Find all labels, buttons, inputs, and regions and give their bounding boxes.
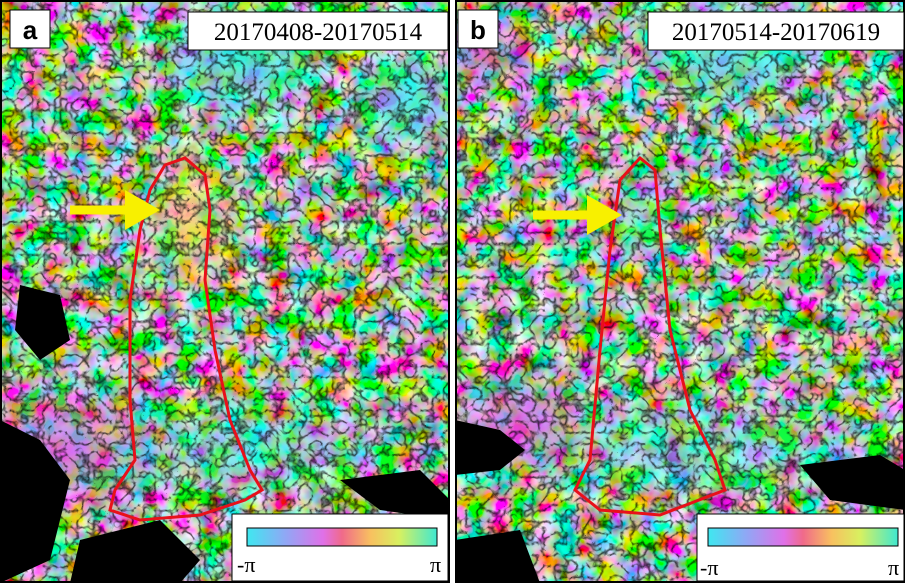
colorbar-min: -π [237,552,255,577]
panel-b-image [420,0,905,583]
colorbar-box [232,514,448,581]
panel-label: a [23,15,38,45]
panel-a-image [0,0,480,583]
panel-label: b [470,15,486,45]
colorbar [247,528,437,546]
date-range: 20170408-20170514 [214,19,423,46]
colorbar-max: π [888,555,899,580]
figure: a 20170408-20170514 -π π b 20170514-2017… [0,0,905,583]
colorbar-max: π [430,552,441,577]
colorbar-min: -π [700,555,718,580]
date-range: 20170514-20170619 [672,19,880,46]
colorbar [708,528,898,546]
colorbar-box [697,514,904,581]
